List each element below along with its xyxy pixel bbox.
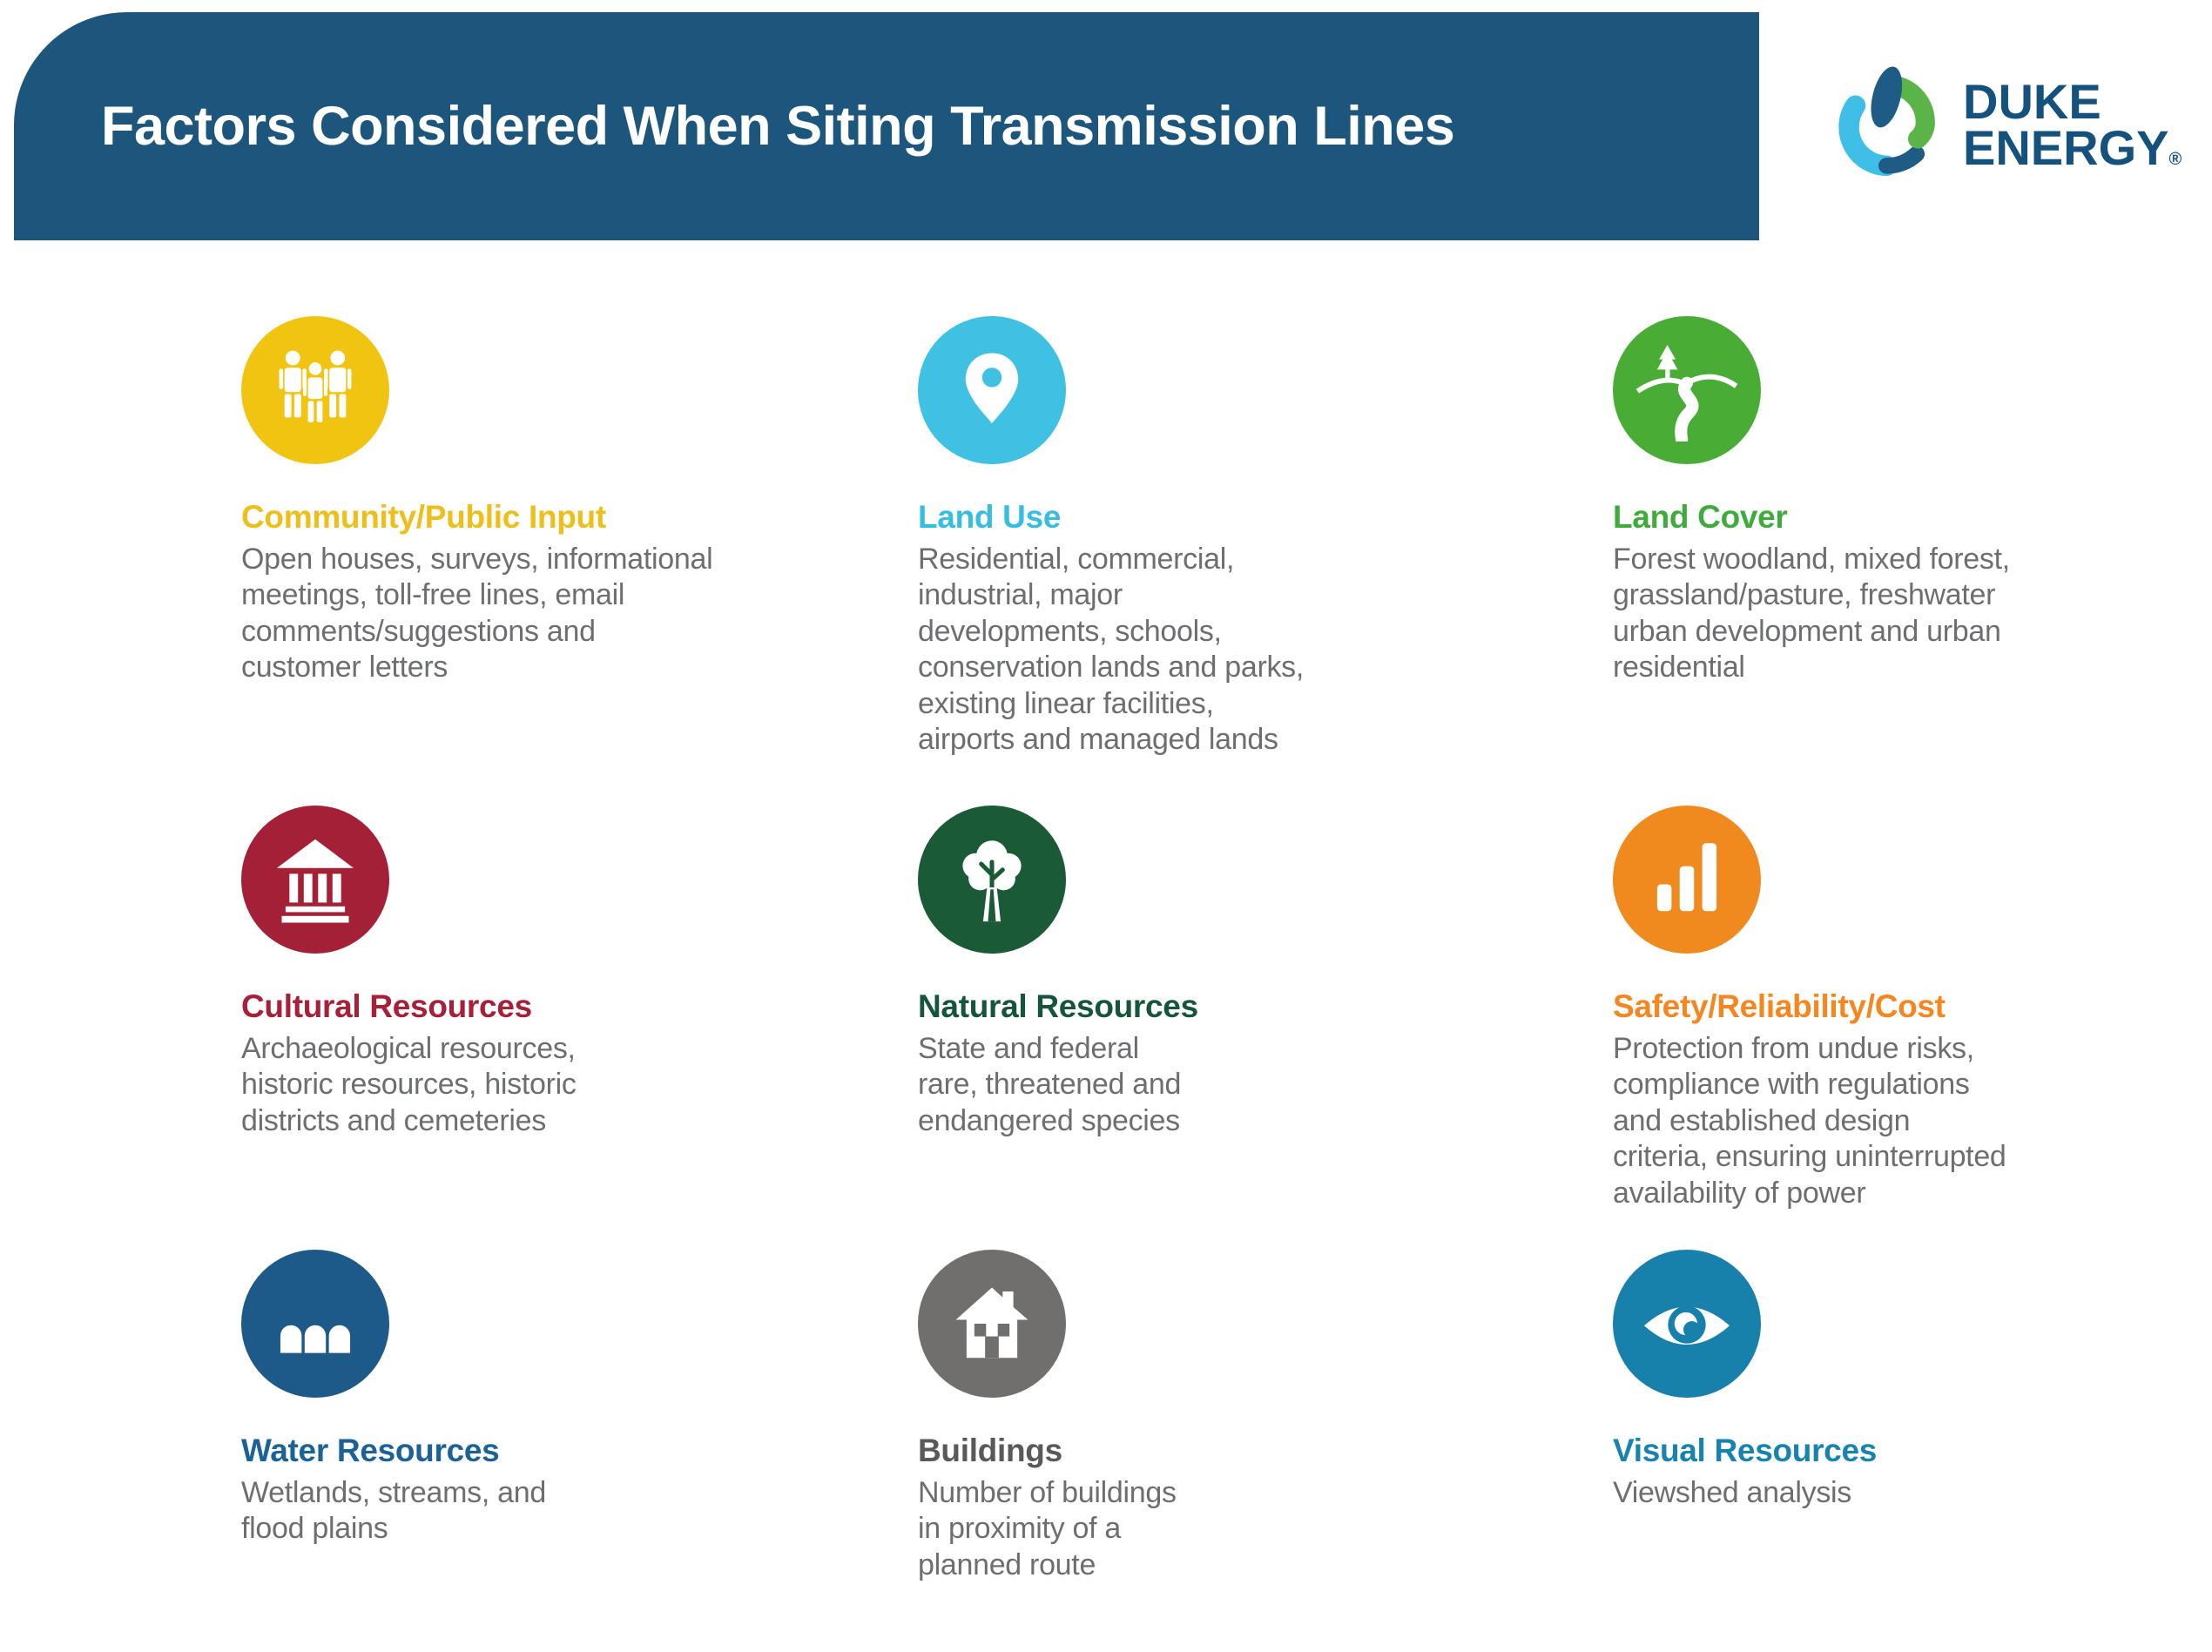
tree-icon	[918, 806, 1066, 954]
factor-description: Viewshed analysis	[1613, 1476, 1851, 1509]
factor-safety-reliability-cost: Safety/Reliability/Cost Protection from …	[1613, 806, 2175, 1250]
house-icon	[918, 1250, 1066, 1398]
factor-title: Buildings	[918, 1433, 1062, 1468]
duke-energy-logo: DUKE ENERGY®	[1825, 57, 2182, 192]
factor-description: Forest woodland, mixed forest, grassland…	[1613, 543, 2010, 684]
factor-title: Natural Resources	[918, 988, 1198, 1024]
factor-title: Land Use	[918, 499, 1062, 535]
factor-buildings: Buildings Number of buildings in proximi…	[918, 1250, 1613, 1583]
museum-icon	[241, 806, 389, 954]
factor-description: Wetlands, streams, and flood plains	[241, 1476, 546, 1546]
factor-water-resources: Water Resources Wetlands, streams, and f…	[241, 1250, 918, 1583]
factor-title: Cultural Resources	[241, 988, 532, 1024]
factor-visual-resources: Visual Resources Viewshed analysis	[1613, 1250, 2175, 1583]
factors-grid: Community/Public Input Open houses, surv…	[241, 316, 2175, 1583]
eye-icon	[1613, 1250, 1761, 1398]
factor-title: Visual Resources	[1613, 1433, 1878, 1468]
factor-community-public-input: Community/Public Input Open houses, surv…	[241, 316, 918, 806]
wordmark-line1: DUKE	[1963, 74, 2101, 130]
header-band: Factors Considered When Siting Transmiss…	[14, 12, 1759, 240]
factor-description: Archaeological resources, historic resou…	[241, 1032, 577, 1137]
landscape-icon	[1613, 316, 1761, 464]
factor-land-use: Land Use Residential, commercial, indust…	[918, 316, 1613, 806]
factor-cultural-resources: Cultural Resources Archaeological resour…	[241, 806, 918, 1250]
factor-description: Open houses, surveys, informational meet…	[241, 543, 713, 684]
factor-title: Community/Public Input	[241, 499, 606, 535]
factor-description: Number of buildings in proximity of a pl…	[918, 1476, 1177, 1581]
factor-description: Protection from undue risks, compliance …	[1613, 1032, 2006, 1210]
waves-icon	[241, 1250, 389, 1398]
page-title: Factors Considered When Siting Transmiss…	[101, 96, 1455, 157]
factor-description: Residential, commercial, industrial, maj…	[918, 543, 1305, 757]
factor-title: Land Cover	[1613, 499, 1788, 535]
factor-land-cover: Land Cover Forest woodland, mixed forest…	[1613, 316, 2175, 806]
factor-natural-resources: Natural Resources State and federal rare…	[918, 806, 1613, 1250]
factor-title: Safety/Reliability/Cost	[1613, 988, 1946, 1024]
duke-energy-swirl-icon	[1825, 57, 1954, 192]
factor-title: Water Resources	[241, 1433, 500, 1468]
factor-description: State and federal rare, threatened and e…	[918, 1032, 1182, 1137]
duke-energy-wordmark: DUKE ENERGY®	[1963, 74, 2182, 175]
registered-mark: ®	[2168, 149, 2182, 169]
map-pin-icon	[918, 316, 1066, 464]
people-icon	[241, 316, 389, 464]
bar-chart-icon	[1613, 806, 1761, 954]
wordmark-line2: ENERGY®	[1963, 119, 2182, 175]
